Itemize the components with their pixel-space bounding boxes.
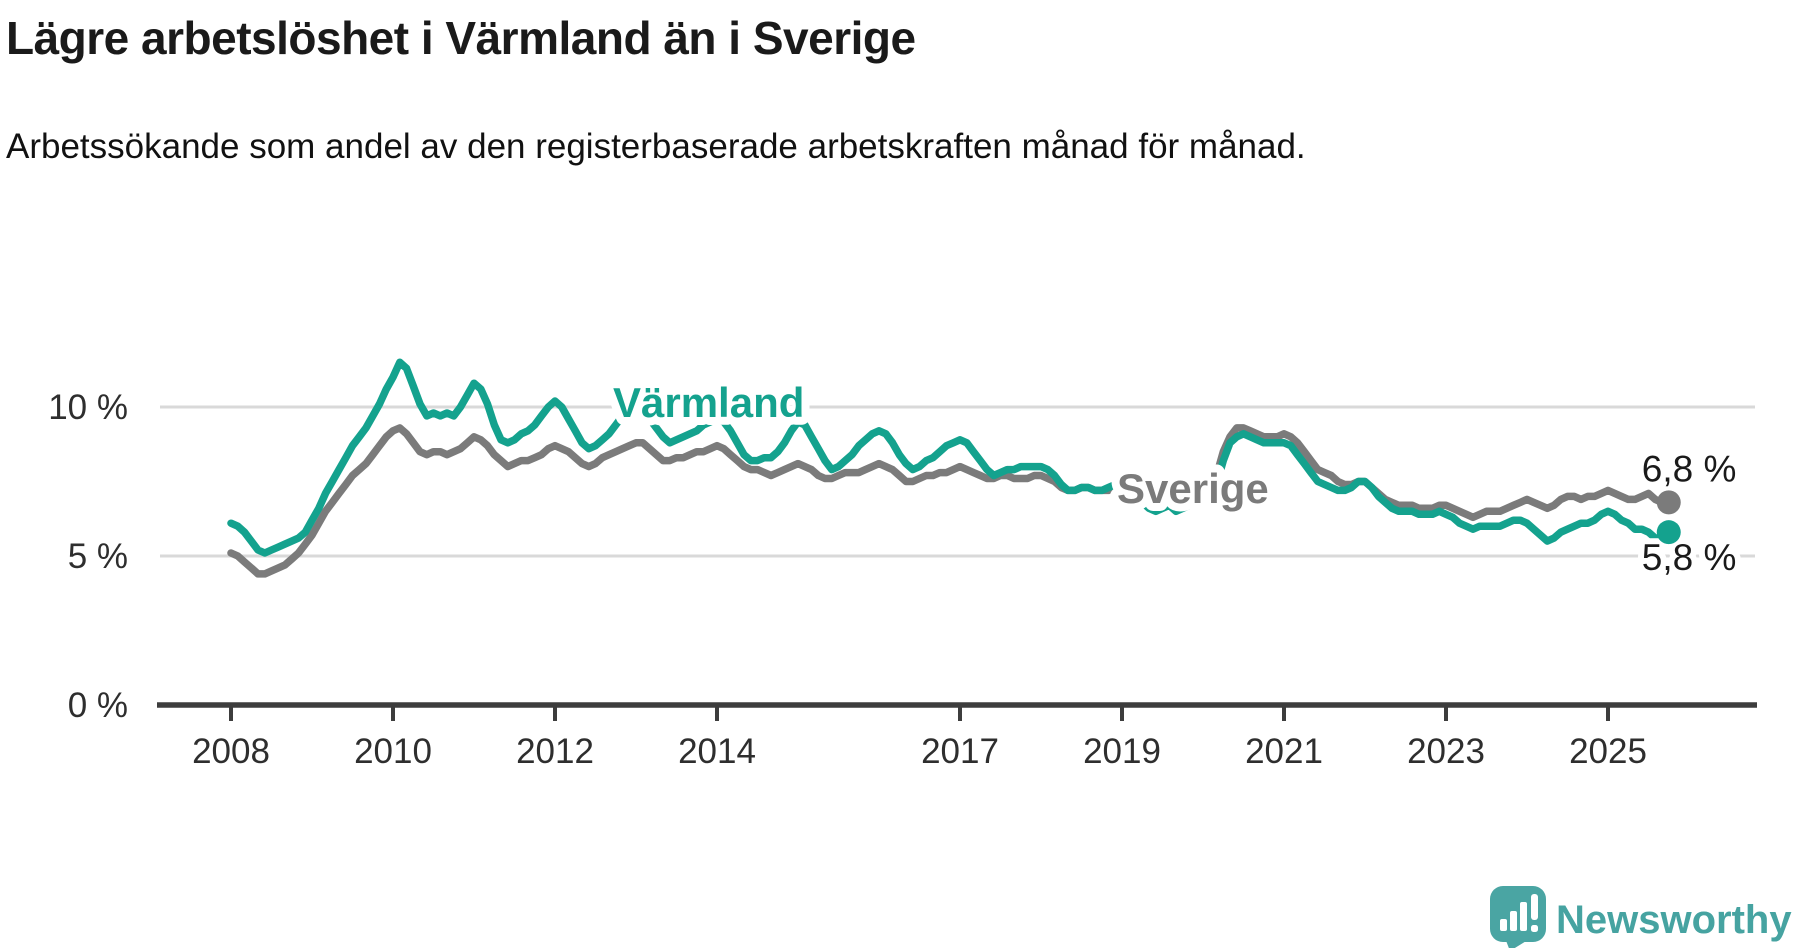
chart-header: Lägre arbetslöshet i Värmland än i Sveri… xyxy=(6,0,1506,173)
plot-area: 2008 2010 2012 2014 2017 2019 2021 2023 2025 10 %… xyxy=(48,358,1757,771)
x-tick-label-2023: 2023 xyxy=(1407,732,1485,771)
y-tick-label-5: 5 % xyxy=(68,537,128,576)
x-tick-label-2021: 2021 xyxy=(1245,732,1323,771)
chart-title: Lägre arbetslöshet i Värmland än i Sveri… xyxy=(6,12,916,64)
sverige-end-dot xyxy=(1656,490,1681,515)
newsworthy-logo: Newsworthy xyxy=(1490,886,1792,948)
y-tick-label-0: 0 % xyxy=(68,686,128,725)
newsworthy-logo-bubble-tail xyxy=(1505,938,1531,948)
sverige-end-value-label: 6,8 % xyxy=(1642,448,1737,489)
varmland-series-label: Värmland xyxy=(613,379,804,426)
varmland-end-value-label: 5,8 % xyxy=(1642,537,1737,578)
varmland-end-dot xyxy=(1656,520,1681,545)
x-tick-label-2025: 2025 xyxy=(1569,732,1647,771)
x-tick-label-2010: 2010 xyxy=(354,732,432,771)
x-tick-label-2008: 2008 xyxy=(192,732,270,771)
newsworthy-logo-text: Newsworthy xyxy=(1556,898,1792,942)
bar-chart-exclamation-icon xyxy=(1500,894,1538,932)
x-tick-label-2017: 2017 xyxy=(921,732,999,771)
chart-subtitle: Arbetssökande som andel av den registerb… xyxy=(6,126,1306,166)
x-tick-label-2012: 2012 xyxy=(516,732,594,771)
x-tick-label-2019: 2019 xyxy=(1083,732,1161,771)
y-tick-label-10: 10 % xyxy=(48,388,128,427)
varmland-line xyxy=(227,358,1673,557)
sverige-line xyxy=(227,424,1673,578)
sverige-series-label: Sverige xyxy=(1117,465,1269,512)
x-tick-label-2014: 2014 xyxy=(678,732,756,771)
